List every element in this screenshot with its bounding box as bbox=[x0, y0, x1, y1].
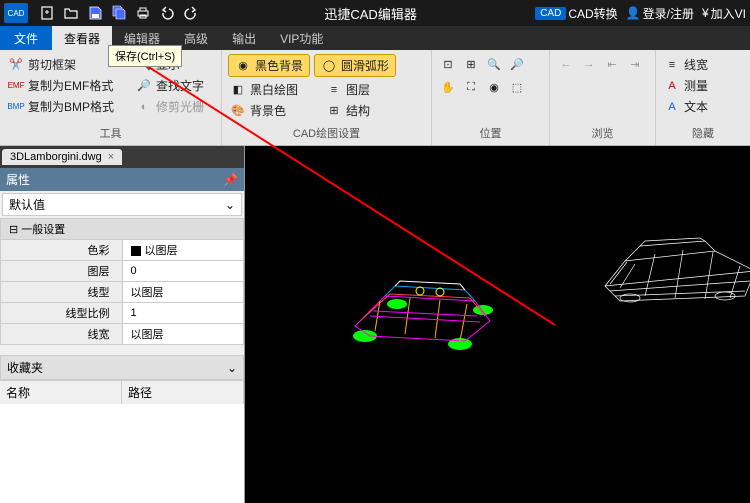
quick-access-toolbar bbox=[32, 3, 206, 23]
zoom-fit-button[interactable]: ⛶ bbox=[461, 77, 481, 97]
save-all-button[interactable] bbox=[108, 3, 130, 23]
undo-button[interactable] bbox=[156, 3, 178, 23]
workspace: 3DLamborgini.dwg × 属性 📌 默认值⌄ ⊟ 一般设置 色彩以图… bbox=[0, 146, 750, 503]
zoom-extents-button[interactable]: ⊡ bbox=[438, 54, 458, 74]
viewport-3d[interactable] bbox=[245, 146, 750, 503]
zoom-prev-button[interactable]: ◉ bbox=[484, 77, 504, 97]
nav-last-button[interactable]: ⇥ bbox=[625, 54, 645, 74]
favorites-list bbox=[0, 404, 244, 503]
login-button[interactable]: 👤 登录/注册 bbox=[626, 5, 694, 22]
section-header[interactable]: ⊟ 一般设置 bbox=[1, 219, 244, 240]
nav-left-button[interactable]: ← bbox=[556, 54, 576, 74]
title-bar: CAD 迅捷CAD编辑器 CADCAD转换 👤 登录/注册 ¥ 加入VI bbox=[0, 0, 750, 26]
open-button[interactable] bbox=[60, 3, 82, 23]
panel-pin-icon[interactable]: 📌 bbox=[223, 173, 238, 187]
cad-convert-button[interactable]: CADCAD转换 bbox=[535, 5, 617, 22]
table-row[interactable]: 线型以图层 bbox=[1, 282, 244, 303]
zoom-out-button[interactable]: 🔎 bbox=[507, 54, 527, 74]
document-tab[interactable]: 3DLamborgini.dwg × bbox=[2, 149, 122, 165]
properties-header: 属性 📌 bbox=[0, 168, 244, 191]
table-row[interactable]: 线宽以图层 bbox=[1, 324, 244, 345]
print-button[interactable] bbox=[132, 3, 154, 23]
car-model-colored bbox=[325, 246, 515, 356]
smooth-arc-button[interactable]: ◯圆滑弧形 bbox=[314, 54, 396, 77]
copy-emf-button[interactable]: EMF复制为EMF格式 bbox=[6, 75, 116, 96]
col-path: 路径 bbox=[122, 381, 244, 404]
new-button[interactable] bbox=[36, 3, 58, 23]
app-logo: CAD bbox=[4, 3, 28, 23]
tab-vip[interactable]: VIP功能 bbox=[268, 26, 335, 50]
pan-button[interactable]: ✋ bbox=[438, 77, 458, 97]
favorites-columns: 名称 路径 bbox=[0, 380, 244, 404]
default-value-dropdown[interactable]: 默认值⌄ bbox=[2, 193, 242, 216]
properties-table: ⊟ 一般设置 色彩以图层 图层0 线型以图层 线型比例1 线宽以图层 bbox=[0, 218, 244, 345]
redo-button[interactable] bbox=[180, 3, 202, 23]
table-row[interactable]: 图层0 bbox=[1, 261, 244, 282]
table-row[interactable]: 线型比例1 bbox=[1, 303, 244, 324]
nav-right-button[interactable]: → bbox=[579, 54, 599, 74]
group-position-label: 位置 bbox=[438, 123, 543, 141]
trim-raster-button: ◐修剪光栅 bbox=[134, 96, 206, 117]
group-hide-label: 隐藏 bbox=[662, 123, 744, 141]
tab-viewer[interactable]: 查看器 bbox=[52, 26, 112, 50]
save-button[interactable] bbox=[84, 3, 106, 23]
save-tooltip: 保存(Ctrl+S) bbox=[108, 45, 182, 67]
measure-button[interactable]: A测量 bbox=[662, 75, 744, 96]
structure-button[interactable]: ⊞结构 bbox=[324, 100, 372, 121]
file-menu[interactable]: 文件 bbox=[0, 26, 52, 50]
left-panel: 3DLamborgini.dwg × 属性 📌 默认值⌄ ⊟ 一般设置 色彩以图… bbox=[0, 146, 245, 503]
table-row[interactable]: 色彩以图层 bbox=[1, 240, 244, 261]
find-text-button[interactable]: 🔎查找文字 bbox=[134, 75, 206, 96]
layers-button[interactable]: ≡图层 bbox=[324, 79, 372, 100]
text-button[interactable]: A文本 bbox=[662, 96, 744, 117]
group-browse-label: 浏览 bbox=[556, 123, 649, 141]
chevron-down-icon: ⌄ bbox=[227, 361, 237, 375]
close-tab-icon[interactable]: × bbox=[108, 151, 114, 163]
nav-first-button[interactable]: ⇤ bbox=[602, 54, 622, 74]
copy-bmp-button[interactable]: BMP复制为BMP格式 bbox=[6, 96, 116, 117]
zoom-scale-button[interactable]: ⬚ bbox=[507, 77, 527, 97]
cut-frame-button[interactable]: ✂️剪切框架 bbox=[6, 54, 116, 75]
chevron-down-icon: ⌄ bbox=[225, 198, 235, 212]
group-cad-settings-label: CAD绘图设置 bbox=[228, 123, 425, 141]
document-tabs: 3DLamborgini.dwg × bbox=[0, 146, 244, 168]
tab-output[interactable]: 输出 bbox=[220, 26, 268, 50]
bg-color-button[interactable]: 🎨背景色 bbox=[228, 100, 300, 121]
black-bg-button[interactable]: ◉黑色背景 bbox=[228, 54, 310, 77]
zoom-window-button[interactable]: ⊞ bbox=[461, 54, 481, 74]
join-vip-button[interactable]: ¥ 加入VI bbox=[702, 5, 746, 22]
bw-draw-button[interactable]: ◧黑白绘图 bbox=[228, 79, 300, 100]
col-name: 名称 bbox=[0, 381, 122, 404]
car-model-white bbox=[595, 226, 750, 316]
app-title: 迅捷CAD编辑器 bbox=[206, 4, 535, 23]
linewidth-button[interactable]: ≡线宽 bbox=[662, 54, 744, 75]
zoom-in-button[interactable]: 🔍 bbox=[484, 54, 504, 74]
favorites-header[interactable]: 收藏夹⌄ bbox=[0, 355, 244, 380]
group-tools-label: 工具 bbox=[6, 123, 215, 141]
